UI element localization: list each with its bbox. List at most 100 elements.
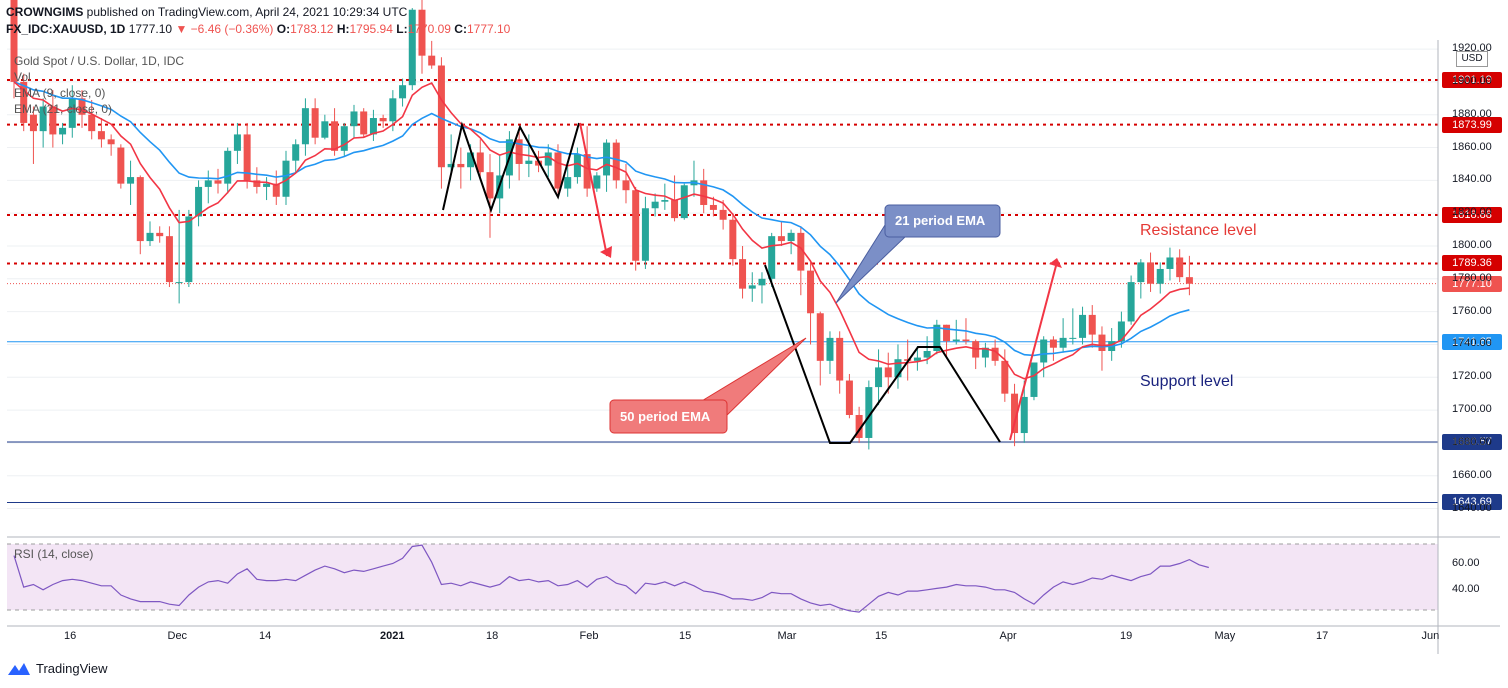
tradingview-logo-icon bbox=[8, 662, 30, 675]
candle-body bbox=[1049, 339, 1057, 348]
price-tick-label: 1700.00 bbox=[1452, 403, 1492, 416]
price-tick-label: 1680.00 bbox=[1452, 435, 1492, 448]
ema21-callout-text: 21 period EMA bbox=[895, 213, 986, 228]
candle-body bbox=[573, 154, 581, 178]
ema9-line bbox=[13, 81, 1190, 380]
candle-body bbox=[127, 177, 135, 184]
price-level-tag: 1818.88 bbox=[1442, 207, 1502, 223]
candle-body bbox=[797, 232, 805, 271]
candle-body bbox=[709, 204, 717, 210]
candle-body bbox=[1011, 393, 1019, 434]
tradingview-logo[interactable]: TradingView bbox=[8, 661, 108, 676]
date-tick-label: Dec bbox=[167, 630, 188, 642]
candle-body bbox=[107, 139, 115, 145]
candle-body bbox=[1166, 257, 1174, 269]
price-tick-label: 1860.00 bbox=[1452, 140, 1492, 153]
candle-body bbox=[1117, 321, 1125, 342]
candle-body bbox=[768, 236, 776, 279]
candle-body bbox=[943, 324, 951, 342]
price-tick-label: 1800.00 bbox=[1452, 238, 1492, 251]
candle-body bbox=[311, 108, 319, 138]
candle-body bbox=[719, 209, 727, 220]
legend-ema21[interactable]: EMA (21, close, 0) bbox=[14, 102, 113, 116]
candle-body bbox=[661, 200, 669, 202]
candle-body bbox=[408, 9, 416, 86]
candle-body bbox=[913, 357, 921, 361]
rsi-band bbox=[7, 544, 1438, 610]
candle-body bbox=[671, 200, 679, 219]
candle-body bbox=[282, 160, 290, 197]
candle-body bbox=[29, 114, 37, 132]
candle-body bbox=[1069, 337, 1077, 339]
currency-box[interactable]: USD bbox=[1456, 51, 1488, 67]
candle-body bbox=[156, 232, 164, 237]
candle-body bbox=[807, 270, 815, 314]
red-arrow-up bbox=[1009, 261, 1058, 441]
candle-body bbox=[68, 98, 76, 128]
candle-body bbox=[204, 180, 212, 187]
candle-body bbox=[680, 185, 688, 219]
rsi-tick-label: 40.00 bbox=[1452, 582, 1480, 595]
publisher-name[interactable]: CROWNGIMS bbox=[6, 5, 84, 19]
date-tick-label: 2021 bbox=[380, 630, 405, 642]
candle-body bbox=[476, 152, 484, 173]
candle-body bbox=[554, 152, 562, 189]
candle-body bbox=[603, 142, 611, 176]
legend-vol[interactable]: Vol bbox=[14, 70, 31, 84]
legend-rsi[interactable]: RSI (14, close) bbox=[14, 547, 94, 561]
date-tick-label: May bbox=[1214, 630, 1236, 642]
candle-body bbox=[1059, 337, 1067, 348]
candle-body bbox=[845, 380, 853, 415]
chart-title[interactable]: Gold Spot / U.S. Dollar, 1D, IDC bbox=[14, 54, 185, 68]
candle-body bbox=[622, 180, 630, 191]
candle-body bbox=[467, 152, 475, 168]
candle-body bbox=[350, 111, 358, 127]
candle-body bbox=[233, 134, 241, 151]
candle-body bbox=[1040, 339, 1048, 363]
price-tick-label: 1720.00 bbox=[1452, 370, 1492, 383]
candle-body bbox=[97, 131, 105, 140]
low-label: L: bbox=[396, 22, 408, 36]
price-tick-label: 1740.00 bbox=[1452, 337, 1492, 350]
candle-body bbox=[1030, 362, 1038, 397]
legend-ema9[interactable]: EMA (9, close, 0) bbox=[14, 86, 106, 100]
candle-body bbox=[544, 152, 552, 166]
candle-body bbox=[729, 219, 737, 260]
price-tick-label: 1840.00 bbox=[1452, 173, 1492, 186]
date-tick-label: 14 bbox=[259, 630, 272, 642]
last-price: 1777.10 bbox=[128, 22, 173, 36]
open-value: 1783.12 bbox=[290, 22, 334, 36]
date-tick-label: 17 bbox=[1316, 630, 1329, 642]
candle-body bbox=[369, 118, 377, 135]
candle-body bbox=[700, 180, 708, 205]
rsi-line bbox=[13, 544, 1209, 613]
change-arrow-icon: ▼ bbox=[175, 22, 188, 36]
candle-body bbox=[923, 351, 931, 358]
candle-body bbox=[1185, 277, 1193, 284]
candle-body bbox=[39, 106, 47, 132]
candle-body bbox=[962, 339, 970, 342]
black-zigzag-1 bbox=[442, 121, 580, 214]
candle-body bbox=[836, 337, 844, 381]
candle-body bbox=[301, 108, 309, 145]
ohlc-line: FX_IDC:XAUUSD, 1D 1777.10 ▼ −6.46 (−0.36… bbox=[6, 22, 510, 36]
price-level-tag: 1873.99 bbox=[1442, 116, 1502, 133]
candle-body bbox=[1001, 360, 1009, 394]
date-tick-label: Apr bbox=[999, 630, 1017, 642]
candle-body bbox=[379, 118, 387, 122]
candle-body bbox=[884, 367, 892, 378]
black-zigzag-2 bbox=[764, 264, 1001, 444]
candle-body bbox=[185, 216, 193, 283]
price-tick-label: 1780.00 bbox=[1452, 271, 1492, 284]
candle-body bbox=[175, 282, 183, 284]
candle-body bbox=[78, 98, 86, 115]
candle-body bbox=[1147, 262, 1155, 284]
price-level-tag: 1777.10 bbox=[1442, 275, 1502, 292]
price-level-tag: 1643.69 bbox=[1442, 494, 1502, 511]
candle-body bbox=[340, 126, 348, 151]
candle-body bbox=[1156, 268, 1164, 284]
candle-body bbox=[253, 180, 261, 187]
support-label: Support level bbox=[1140, 373, 1234, 390]
candle-body bbox=[20, 81, 28, 123]
